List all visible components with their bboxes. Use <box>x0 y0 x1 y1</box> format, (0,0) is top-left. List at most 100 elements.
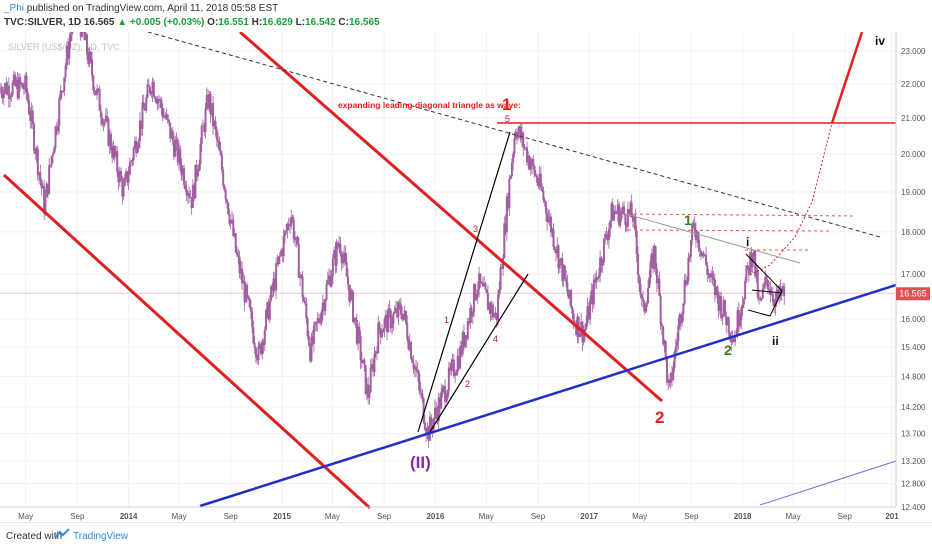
x-tick-label: Sep <box>838 512 853 521</box>
low-label: L: <box>295 17 306 28</box>
price-chart[interactable]: SILVER (US$/OZ), 1D, TVC expanding leadi… <box>0 32 932 522</box>
candle-body <box>215 129 218 140</box>
candle-body <box>21 83 24 89</box>
diagonal-lower-line[interactable] <box>429 273 529 433</box>
candle-body <box>266 302 269 311</box>
candle-body <box>749 252 752 275</box>
candle-body <box>152 81 155 97</box>
candle-body <box>699 250 702 256</box>
candle-body <box>495 312 498 321</box>
candle-body <box>658 278 661 296</box>
candle-body <box>713 279 716 295</box>
candle-body <box>507 196 510 209</box>
candle-body <box>708 273 711 278</box>
candle-body <box>466 321 469 340</box>
candle-body <box>227 202 230 214</box>
candle-body <box>771 293 774 302</box>
level-dashed-1[interactable] <box>627 213 856 217</box>
candle-body <box>45 183 48 198</box>
candle-body <box>497 295 500 321</box>
candle-body <box>411 358 414 363</box>
candle-body <box>696 231 699 241</box>
candle-body <box>236 252 239 256</box>
candle-body <box>149 86 152 94</box>
candle-body <box>663 341 666 345</box>
candle-body <box>118 171 121 183</box>
candle-body <box>259 343 262 355</box>
candle-body <box>684 279 687 285</box>
candle-body <box>335 242 338 266</box>
candle-body <box>615 212 618 214</box>
candle-body <box>623 206 626 215</box>
candle-body <box>408 342 411 350</box>
wave-i-label: i <box>746 235 749 249</box>
wave-green-1-label: 1 <box>684 212 692 228</box>
candle-body <box>193 184 196 199</box>
candle-body <box>150 93 153 95</box>
candle-body <box>536 175 539 183</box>
candle-body <box>181 168 184 176</box>
candle-body <box>141 102 144 129</box>
wedge-outline[interactable] <box>745 253 783 317</box>
candle-body <box>619 213 622 226</box>
candle-body <box>69 34 72 42</box>
candle-body <box>106 115 109 119</box>
candle-body <box>475 295 478 300</box>
candle-body <box>665 357 668 383</box>
candle-body <box>218 141 221 151</box>
candle-body <box>10 95 13 98</box>
candle-body <box>46 183 49 194</box>
candle-body <box>490 304 493 314</box>
candle-body <box>43 186 46 214</box>
candle-body <box>451 359 454 364</box>
candle-body <box>745 265 748 282</box>
gray-trendline[interactable] <box>625 213 801 264</box>
candle-body <box>707 273 710 275</box>
candle-body <box>600 257 603 266</box>
candle-body <box>246 285 249 296</box>
username-link[interactable]: _Phi <box>4 3 25 14</box>
candle-body <box>241 268 244 284</box>
candle-body <box>766 279 769 289</box>
candle-body <box>509 176 512 179</box>
x-tick-label: May <box>18 512 33 521</box>
candle-body <box>70 32 73 35</box>
candle-body <box>602 238 605 263</box>
projection-dotted-path[interactable] <box>749 122 833 276</box>
resistance-dashed-line[interactable] <box>147 32 881 238</box>
candle-body <box>154 96 157 99</box>
channel-lower-line[interactable] <box>2 173 372 510</box>
candle-body <box>725 315 728 326</box>
candle-body <box>270 286 273 301</box>
candle-body <box>741 304 744 308</box>
tradingview-brand-link[interactable]: TradingView <box>73 531 129 542</box>
candle-body <box>285 230 288 232</box>
candle-body <box>248 298 251 308</box>
candle-body <box>49 164 52 166</box>
candle-body <box>524 147 527 149</box>
diagonal-upper-line[interactable] <box>417 131 511 433</box>
candle-body <box>104 115 107 122</box>
candle-body <box>48 165 51 194</box>
wedge-line[interactable] <box>751 289 783 294</box>
candle-body <box>711 273 714 278</box>
level-dashed-2[interactable] <box>627 229 833 232</box>
candle-body <box>780 291 783 297</box>
candle-body <box>674 346 677 352</box>
projection-solid-path[interactable] <box>830 32 864 124</box>
candle-body <box>671 372 673 380</box>
candle-body <box>420 392 423 394</box>
channel-upper-line[interactable] <box>239 32 663 403</box>
publish-info: _Phi published on TradingView.com, April… <box>4 3 278 14</box>
candle-body <box>634 216 637 231</box>
support-parallel-line[interactable] <box>759 460 897 506</box>
candle-body <box>657 278 660 284</box>
candle-body <box>626 209 629 227</box>
support-trendline[interactable] <box>199 283 897 508</box>
candle-body <box>372 364 375 373</box>
candle-body <box>321 302 324 312</box>
candle-body <box>508 178 511 209</box>
last-price-badge <box>896 287 930 301</box>
x-tick-label: 2014 <box>120 512 138 521</box>
candle-body <box>222 170 225 186</box>
